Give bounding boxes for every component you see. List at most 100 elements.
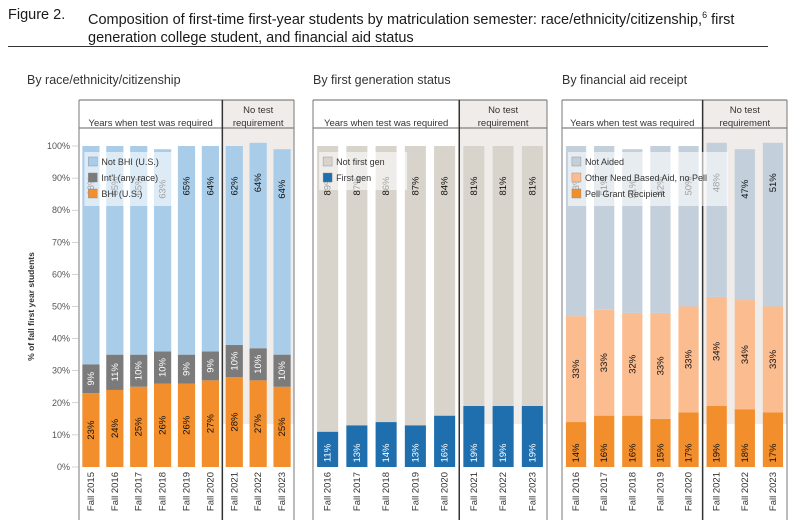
bar-segment: [346, 146, 368, 426]
band-label-requirement: requirement: [478, 118, 529, 129]
data-label: 11%: [110, 363, 121, 382]
data-label: 15%: [655, 443, 666, 463]
legend-swatch: [322, 156, 333, 167]
category-label: Fall 2019: [182, 472, 193, 511]
bar-segment: [249, 142, 267, 349]
legend-label: Not BHI (U.S.): [101, 157, 159, 167]
legend-label: BHI (U.S.): [101, 189, 142, 199]
figure-title-line2: generation college student, and financia…: [88, 29, 414, 46]
bar-segment: [346, 425, 368, 467]
bar-segment: [492, 146, 514, 407]
bar-segment: [678, 412, 699, 467]
category-label: Fall 2022: [498, 472, 509, 511]
bar-segment: [317, 431, 339, 467]
y-tick-label: 20%: [52, 398, 70, 408]
bar-segment: [177, 354, 196, 384]
y-tick-label: 70%: [52, 237, 70, 247]
bar-segment: [762, 142, 784, 307]
bar-segment: [463, 406, 485, 467]
bar-segment: [622, 415, 643, 467]
legend-box: [84, 152, 175, 206]
bar-segment: [273, 149, 291, 355]
data-label: 81%: [527, 176, 538, 196]
bar-segment: [678, 306, 699, 413]
figure-title-line1-end: first: [707, 11, 735, 28]
bar-segment: [622, 312, 643, 416]
y-tick-label: 90%: [52, 173, 70, 183]
category-label: Fall 2018: [158, 472, 169, 511]
legend-swatch: [571, 172, 582, 183]
bar-segment: [375, 146, 397, 423]
y-tick-label: 0%: [57, 462, 70, 472]
data-label: 19%: [527, 443, 538, 463]
data-label: 25%: [134, 417, 145, 437]
category-label: Fall 2019: [410, 472, 421, 511]
bar-segment: [565, 316, 587, 423]
bar-segment: [201, 146, 219, 352]
category-label: Fall 2017: [134, 472, 145, 511]
data-label: 23%: [86, 420, 97, 440]
data-label: 81%: [469, 176, 480, 196]
bar-segment: [249, 348, 267, 381]
bar-segment: [249, 380, 267, 467]
data-label: 13%: [410, 443, 421, 463]
data-label: 24%: [110, 418, 121, 438]
category-label: Fall 2022: [253, 472, 264, 511]
data-label: 10%: [158, 357, 169, 377]
category-label: Fall 2023: [277, 472, 288, 511]
y-tick-label: 30%: [52, 366, 70, 376]
figure-number: Figure 2.: [8, 7, 66, 23]
data-label: 19%: [469, 443, 480, 463]
bar-segment: [594, 309, 615, 416]
bar-segment: [225, 345, 243, 378]
bar-segment: [177, 146, 196, 355]
data-label: 33%: [599, 353, 610, 373]
bar-segment: [130, 354, 148, 387]
panel-title: By financial aid receipt: [562, 73, 688, 87]
category-label: Fall 2023: [768, 472, 779, 511]
y-tick-label: 10%: [52, 430, 70, 440]
bar-segment: [82, 393, 100, 467]
data-label: 10%: [229, 351, 240, 371]
legend-label: Pell Grant Recipient: [585, 189, 666, 199]
bar-segment: [154, 383, 172, 467]
bar-segment: [594, 415, 615, 467]
data-label: 10%: [253, 354, 264, 374]
data-label: 17%: [768, 443, 779, 463]
data-label: 14%: [381, 443, 392, 463]
bar-segment: [650, 418, 671, 467]
band-label-no-test: No test: [730, 105, 760, 116]
data-label: 33%: [768, 349, 779, 369]
data-label: 19%: [712, 443, 723, 463]
data-label: 14%: [571, 443, 582, 463]
bar-segment: [434, 415, 456, 467]
band-label-required: Years when test was required: [89, 118, 213, 129]
data-label: 51%: [768, 173, 779, 193]
legend-swatch: [571, 156, 582, 167]
band-label-required: Years when test was required: [324, 118, 448, 129]
data-label: 13%: [352, 443, 363, 463]
y-tick-label: 50%: [52, 302, 70, 312]
data-label: 25%: [277, 417, 288, 437]
data-label: 16%: [627, 443, 638, 463]
bar-segment: [404, 146, 426, 426]
category-label: Fall 2023: [527, 472, 538, 511]
legend-box: [567, 152, 728, 206]
y-tick-label: 60%: [52, 269, 70, 279]
band-label-requirement: requirement: [233, 118, 284, 129]
bar-segment: [106, 354, 124, 390]
band-label-no-test: No test: [243, 105, 273, 116]
band-label-requirement: requirement: [719, 118, 770, 129]
data-label: 11%: [323, 443, 334, 462]
category-label: Fall 2016: [110, 472, 121, 511]
data-label: 19%: [498, 443, 509, 463]
figure-title: Composition of first-time first-year stu…: [88, 6, 768, 47]
bar-segment: [734, 149, 755, 301]
bar-segment: [434, 146, 456, 416]
bar-segment: [706, 406, 727, 467]
y-tick-label: 80%: [52, 205, 70, 215]
band-label-required: Years when test was required: [570, 118, 694, 129]
data-label: 26%: [158, 415, 169, 435]
legend-swatch: [322, 172, 333, 183]
